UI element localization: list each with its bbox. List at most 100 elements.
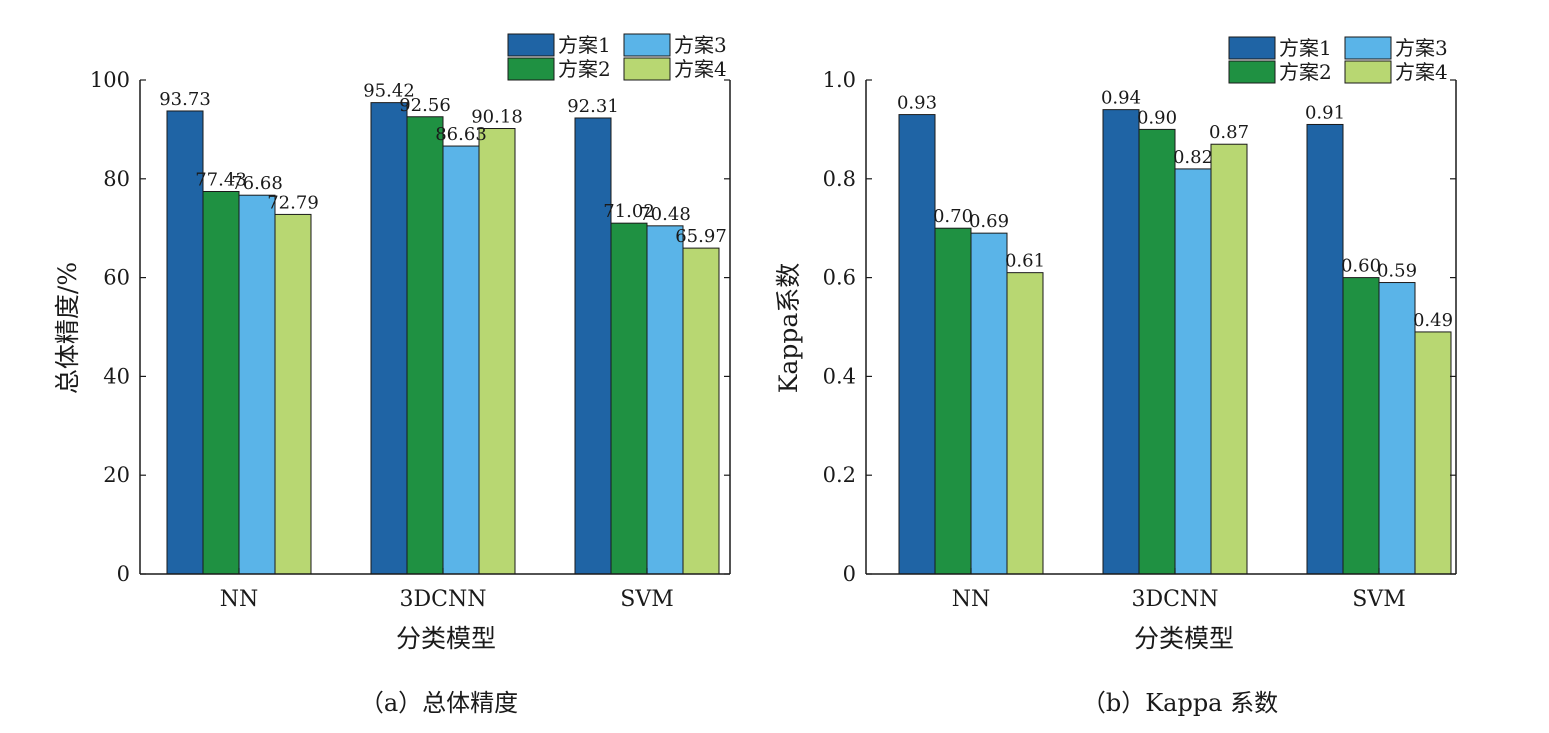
axes-group: [865, 80, 1457, 575]
axes-group: [139, 80, 731, 575]
legend-label: 方案4: [1395, 60, 1448, 84]
legend-swatch-series4: [623, 57, 671, 81]
category-label: NN: [220, 587, 259, 612]
category-label: 3DCNN: [1132, 587, 1219, 612]
bar-3dcnn-series4: [1210, 143, 1248, 575]
y-tick-label: 20: [103, 463, 130, 487]
caption-b: （b）Kappa 系数: [1082, 689, 1278, 717]
data-label: 0.70: [933, 206, 973, 227]
legend-label: 方案1: [558, 33, 611, 57]
legend-label: 方案2: [1279, 60, 1332, 84]
data-label: 0.82: [1173, 147, 1213, 168]
y-tick-label: 0: [117, 562, 130, 586]
legend-swatch-series3: [623, 33, 671, 57]
data-label: 0.94: [1101, 88, 1141, 109]
bar-3dcnn-series1: [370, 102, 408, 575]
y-tick-label: 0.4: [823, 364, 856, 388]
data-label: 90.18: [471, 107, 523, 128]
data-label: 92.56: [399, 95, 451, 116]
legend-swatch-series1: [1228, 36, 1276, 60]
bar-nn-series3: [970, 232, 1008, 575]
bar-3dcnn-series2: [1138, 128, 1176, 575]
category-label: SVM: [620, 587, 674, 612]
bars-group: [166, 102, 720, 575]
data-label: 0.61: [1005, 251, 1045, 272]
bar-svm-series4: [1414, 331, 1452, 575]
legend-swatch-series4: [1344, 60, 1392, 84]
data-label: 0.90: [1137, 107, 1177, 128]
bar-3dcnn-series1: [1102, 109, 1140, 575]
legend-label: 方案2: [558, 57, 611, 81]
bar-svm-series2: [1342, 277, 1380, 575]
bar-nn-series2: [934, 227, 972, 575]
y-axis-title: 总体精度/%: [53, 262, 82, 394]
legend-swatch-series2: [1228, 60, 1276, 84]
bar-3dcnn-series4: [478, 128, 516, 575]
bar-svm-series2: [610, 222, 648, 575]
data-labels-group: 0.93 0.700.69 0.61 0.940.90 0.82 0.87 0.91 0.60…: [897, 88, 1453, 331]
category-label: 3DCNN: [400, 587, 487, 612]
data-label: 70.48: [639, 204, 691, 225]
data-label: 0.91: [1305, 102, 1345, 123]
bar-svm-series3: [646, 225, 684, 575]
bar-nn-series1: [898, 114, 936, 575]
y-axis-title: Kappa系数: [774, 263, 803, 394]
data-label: 0.69: [969, 211, 1009, 232]
category-labels-group: NN 3DCNN SVM: [220, 587, 674, 612]
data-label: 93.73: [159, 89, 211, 110]
legend-label: 方案4: [674, 57, 727, 81]
legend-label: 方案3: [1395, 36, 1448, 60]
data-label: 76.68: [231, 173, 283, 194]
legend-swatch-series1: [507, 33, 555, 57]
bar-svm-series3: [1378, 282, 1416, 575]
data-label: 72.79: [267, 192, 319, 213]
y-tick-label: 80: [103, 167, 130, 191]
data-label: 95.42: [363, 81, 415, 102]
caption-a: （a）总体精度: [360, 689, 518, 717]
category-label: SVM: [1352, 587, 1406, 612]
y-tick-label: 100: [90, 68, 130, 92]
y-ticks-group: 0 20 40 60 80 100: [90, 68, 730, 586]
bar-svm-series4: [682, 247, 720, 575]
data-label: 0.59: [1377, 261, 1417, 282]
bar-nn-series1: [166, 110, 204, 575]
data-label: 0.49: [1413, 310, 1453, 331]
y-tick-label: 40: [103, 364, 130, 388]
data-label: 65.97: [675, 226, 727, 247]
x-axis-title: 分类模型: [396, 624, 496, 653]
data-label: 92.31: [567, 96, 619, 117]
data-label: 0.87: [1209, 122, 1249, 143]
bars-group: [898, 109, 1452, 575]
data-label: 0.60: [1341, 256, 1381, 277]
bar-nn-series3: [238, 194, 276, 575]
bar-nn-series4: [274, 213, 312, 575]
y-tick-label: 0.2: [823, 463, 856, 487]
bar-3dcnn-series3: [442, 145, 480, 575]
data-label: 86.63: [435, 124, 487, 145]
data-label: 77.43: [195, 169, 247, 190]
bar-3dcnn-series3: [1174, 168, 1212, 575]
legend-swatch-series2: [507, 57, 555, 81]
x-axis-title: 分类模型: [1134, 624, 1234, 653]
y-tick-label: 1.0: [823, 68, 856, 92]
category-label: NN: [952, 587, 991, 612]
legend-swatch-series3: [1344, 36, 1392, 60]
y-tick-label: 0.6: [823, 266, 856, 290]
y-tick-label: 60: [103, 266, 130, 290]
y-tick-label: 0: [843, 562, 856, 586]
y-tick-label: 0.8: [823, 167, 856, 191]
data-label: 71.02: [603, 201, 655, 222]
legend-label: 方案3: [674, 33, 727, 57]
bar-nn-series4: [1006, 272, 1044, 575]
legend-label: 方案1: [1279, 36, 1332, 60]
bar-svm-series1: [1306, 123, 1344, 575]
bar-3dcnn-series2: [406, 116, 444, 575]
chart-panel-kappa: 0.930.700.690.610.940.900.820.870.910.60…: [774, 36, 1457, 717]
category-labels-group: NN 3DCNN SVM: [952, 587, 1406, 612]
bar-nn-series2: [202, 190, 240, 575]
